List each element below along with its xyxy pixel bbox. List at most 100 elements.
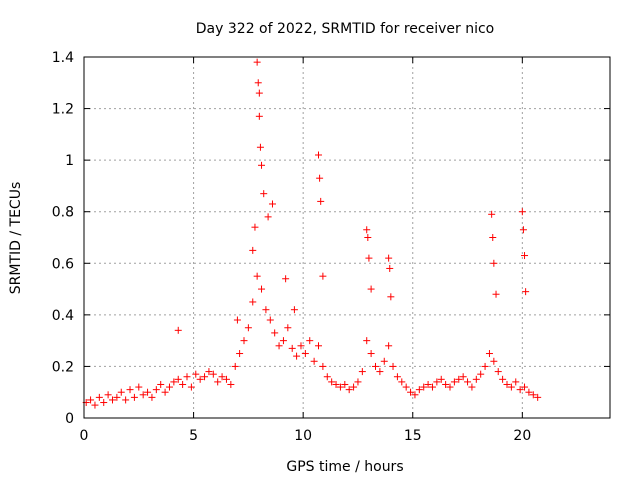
data-point [316,174,324,182]
data-point [319,272,327,280]
data-point [290,306,298,314]
data-point [315,151,323,159]
data-point [459,373,467,381]
data-point [365,254,373,262]
data-point [174,375,182,383]
data-point [499,375,507,383]
data-point [284,324,292,332]
y-tick-label: 1 [65,153,74,169]
data-point [148,393,156,401]
data-point [87,396,95,404]
data-point [363,337,371,345]
data-point [323,373,331,381]
data-point [446,383,454,391]
data-point [490,259,498,267]
plot-frame [83,56,611,419]
data-point [424,380,432,388]
data-point [253,272,261,280]
data-point [233,316,241,324]
data-point [268,200,276,208]
data-point [244,324,252,332]
data-point [354,378,362,386]
data-point [218,373,226,381]
data-point [126,386,134,394]
x-tick-label: 20 [513,428,531,444]
data-point [236,350,244,358]
data-point [507,383,515,391]
data-point [271,329,279,337]
data-point [95,393,103,401]
data-point [258,161,266,169]
data-point [393,373,401,381]
data-point [253,58,261,66]
data-point [385,254,393,262]
data-point [428,383,436,391]
data-point [113,393,121,401]
data-point [161,388,169,396]
data-point [144,388,152,396]
data-point [319,362,327,370]
data-point [481,362,489,370]
data-point [135,383,143,391]
data-point [201,373,209,381]
data-point [358,368,366,376]
data-point [249,246,257,254]
data-point [521,252,529,260]
data-point [152,386,160,394]
x-tick-label: 15 [404,428,422,444]
data-point [310,357,318,365]
data-point [472,375,480,383]
data-point [364,234,372,241]
data-point [350,383,358,391]
y-tick-label: 0.6 [52,256,74,272]
data-point [251,223,259,231]
data-point [367,285,375,293]
data-point [516,386,524,394]
data-point [407,388,415,396]
data-point [266,316,274,324]
data-point [336,383,344,391]
data-point [371,362,379,370]
scatter-points [82,58,542,409]
data-point [279,337,287,345]
data-point [328,378,336,386]
data-point [512,378,520,386]
data-point [139,391,147,399]
data-point [529,391,537,399]
axis-ticks: 0 0.2 0.4 0.6 0.8 1 1.2 1.4 0 5 10 15 20 [52,50,610,444]
y-tick-label: 1.2 [52,102,74,118]
grid [84,57,610,418]
x-axis-label: GPS time / hours [286,459,403,475]
data-point [489,234,497,241]
data-point [450,378,458,386]
data-point [260,190,268,198]
data-point [288,344,296,352]
data-point [293,352,301,360]
data-point [240,337,248,345]
data-point [386,264,394,272]
data-point [341,380,349,388]
y-tick-label: 0 [65,411,74,427]
data-point [521,383,529,391]
data-point [306,337,314,345]
data-point [264,213,272,221]
data-point [380,357,388,365]
data-point [174,326,182,334]
data-point [205,368,213,376]
data-point [433,378,441,386]
data-point [363,226,371,234]
data-point [490,357,498,365]
data-point [256,143,264,151]
data-point [503,380,511,388]
data-point [492,290,500,298]
x-tick-label: 0 [80,428,89,444]
data-point [477,370,485,378]
data-point [214,378,222,386]
data-point [411,391,419,399]
y-axis-label: SRMTID / TECUs [8,182,24,295]
data-point [187,383,195,391]
data-point [231,362,239,370]
data-point [402,383,410,391]
data-point [494,368,502,376]
